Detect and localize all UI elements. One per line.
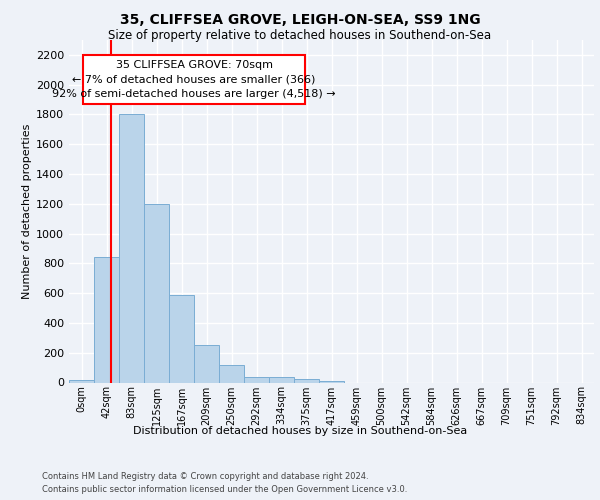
Bar	[69, 380, 94, 382]
Bar	[83, 55, 305, 104]
Text: 35, CLIFFSEA GROVE, LEIGH-ON-SEA, SS9 1NG: 35, CLIFFSEA GROVE, LEIGH-ON-SEA, SS9 1N…	[119, 12, 481, 26]
Bar	[94, 258, 119, 382]
Bar	[194, 344, 219, 383]
Text: Distribution of detached houses by size in Southend-on-Sea: Distribution of detached houses by size …	[133, 426, 467, 436]
Text: Contains public sector information licensed under the Open Government Licence v3: Contains public sector information licen…	[42, 485, 407, 494]
Bar	[319, 381, 344, 382]
Y-axis label: Number of detached properties: Number of detached properties	[22, 124, 32, 299]
Bar	[294, 379, 319, 382]
Bar	[244, 377, 269, 382]
Text: Contains HM Land Registry data © Crown copyright and database right 2024.: Contains HM Land Registry data © Crown c…	[42, 472, 368, 481]
Bar	[169, 294, 194, 382]
Bar	[269, 378, 294, 382]
Text: Size of property relative to detached houses in Southend-on-Sea: Size of property relative to detached ho…	[109, 29, 491, 42]
Bar	[119, 114, 144, 382]
Bar	[219, 366, 244, 382]
Bar	[144, 204, 169, 382]
Text: 35 CLIFFSEA GROVE: 70sqm
← 7% of detached houses are smaller (366)
92% of semi-d: 35 CLIFFSEA GROVE: 70sqm ← 7% of detache…	[52, 60, 336, 100]
